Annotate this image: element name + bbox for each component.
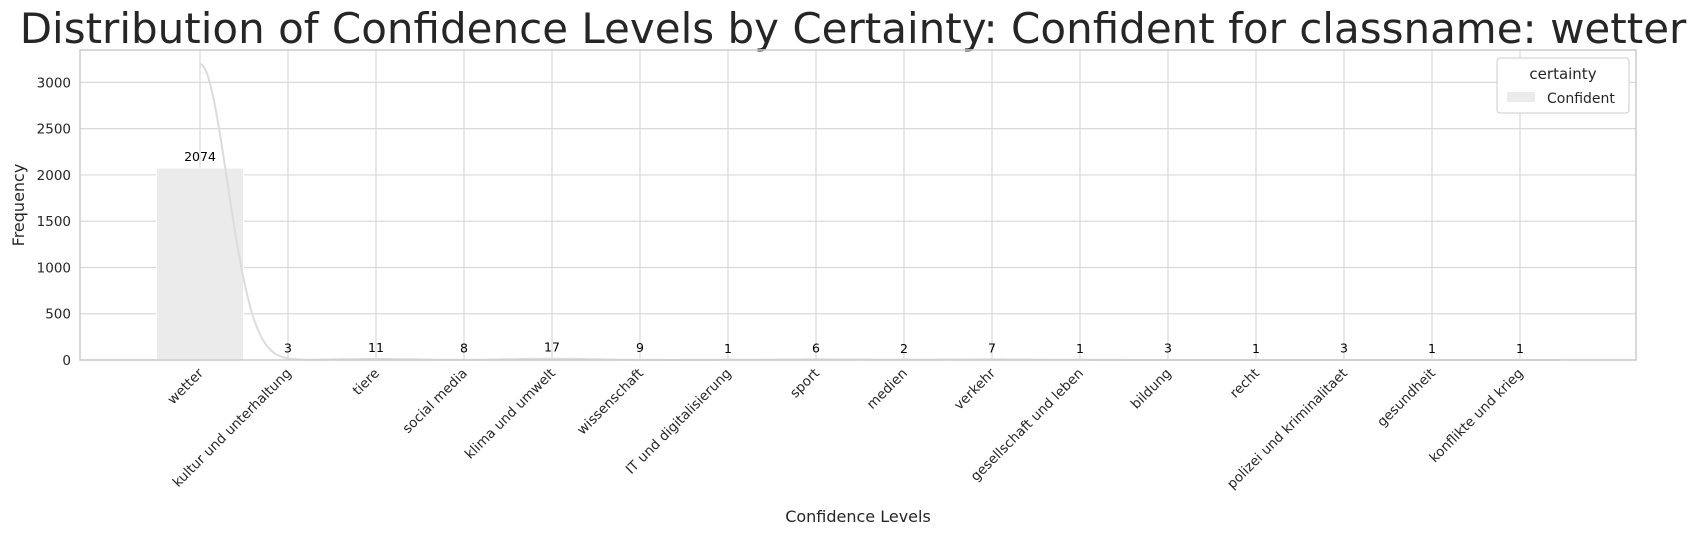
x-tick-label: verkehr (951, 365, 999, 413)
data-label: 2 (900, 341, 908, 356)
kde-curve (199, 62, 1560, 361)
x-tick-label: sport (787, 366, 823, 402)
data-label: 3 (284, 341, 292, 356)
data-label: 7 (988, 340, 996, 355)
data-label: 6 (812, 340, 820, 355)
grid-lines (80, 50, 1636, 361)
x-tick-label: gesundheit (1374, 366, 1439, 431)
x-tick-label: bildung (1128, 366, 1175, 413)
data-label: 1 (1252, 341, 1260, 356)
data-label: 17 (544, 339, 560, 354)
x-tick-label: wetter (165, 365, 208, 408)
legend-entry: Confident (1547, 91, 1615, 107)
data-label: 2074 (184, 149, 216, 164)
legend: certainty Confident (1496, 57, 1630, 114)
y-tick-label: 2000 (37, 168, 71, 184)
legend-title: certainty (1529, 65, 1596, 83)
data-label: 9 (636, 340, 644, 355)
kde-line (199, 62, 1560, 361)
x-tick-label: klima und umwelt (462, 366, 559, 463)
data-label: 1 (1076, 341, 1084, 356)
y-tick-labels: 0 500 1000 1500 2000 2500 3000 (37, 75, 71, 369)
y-axis-label: Frequency (9, 164, 28, 247)
plot-frame (79, 49, 1637, 361)
chart-title: Distribution of Confidence Levels by Cer… (20, 4, 1687, 53)
x-axis-label: Confidence Levels (785, 507, 931, 526)
x-tick-label: social media (400, 366, 471, 437)
data-label: 1 (1516, 341, 1524, 356)
data-label: 1 (724, 341, 732, 356)
legend-swatch (1507, 92, 1535, 102)
x-tick-label: tiere (350, 366, 383, 399)
x-tick-label: recht (1227, 366, 1263, 402)
y-tick-label: 3000 (37, 75, 71, 91)
x-tick-label: wissenschaft (574, 366, 647, 439)
data-label: 3 (1164, 341, 1172, 356)
bar (156, 167, 244, 361)
data-label: 11 (368, 340, 384, 355)
data-label: 3 (1340, 341, 1348, 356)
x-tick-label: konflikte und krieg (1426, 366, 1526, 466)
y-tick-label: 0 (62, 353, 71, 369)
y-tick-label: 1500 (37, 214, 71, 230)
data-label: 8 (460, 340, 468, 355)
y-tick-label: 2500 (37, 122, 71, 138)
bars (156, 167, 1564, 361)
x-tick-label: medien (864, 366, 911, 413)
y-tick-label: 1000 (37, 260, 71, 276)
data-label: 1 (1428, 341, 1436, 356)
y-tick-label: 500 (45, 307, 71, 323)
